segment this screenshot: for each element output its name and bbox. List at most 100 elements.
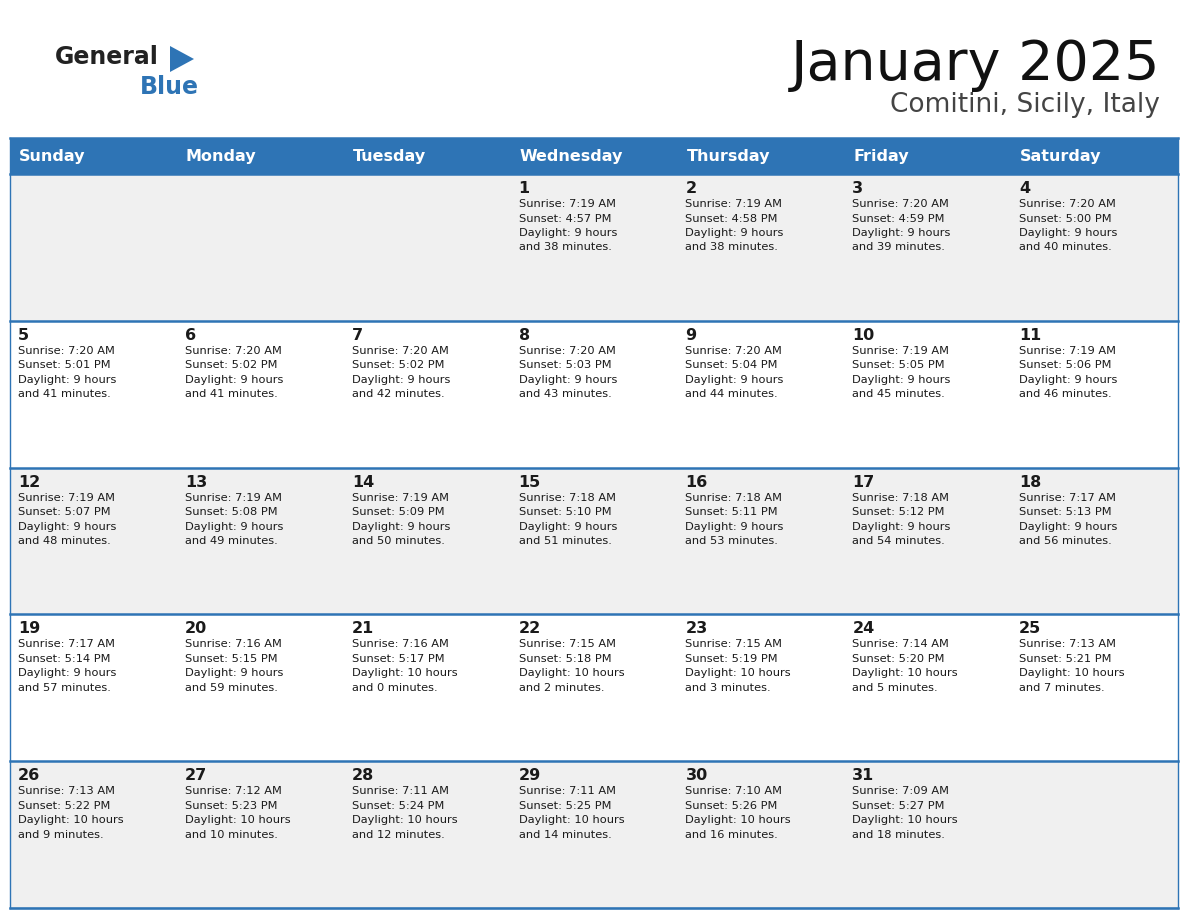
Text: 28: 28 <box>352 768 374 783</box>
Text: Friday: Friday <box>853 149 909 163</box>
Bar <box>677 761 845 908</box>
Text: and 40 minutes.: and 40 minutes. <box>1019 242 1112 252</box>
Text: Daylight: 10 hours: Daylight: 10 hours <box>185 815 291 825</box>
Text: Sunset: 5:13 PM: Sunset: 5:13 PM <box>1019 507 1112 517</box>
Text: Daylight: 10 hours: Daylight: 10 hours <box>685 815 791 825</box>
Text: Sunrise: 7:20 AM: Sunrise: 7:20 AM <box>852 199 949 209</box>
Text: and 56 minutes.: and 56 minutes. <box>1019 536 1112 546</box>
Text: and 48 minutes.: and 48 minutes. <box>18 536 110 546</box>
Text: Sunrise: 7:11 AM: Sunrise: 7:11 AM <box>352 786 449 796</box>
Text: 1: 1 <box>519 181 530 196</box>
Bar <box>1011 174 1178 320</box>
Text: Sunrise: 7:19 AM: Sunrise: 7:19 AM <box>18 493 115 502</box>
Bar <box>177 320 343 467</box>
Text: and 41 minutes.: and 41 minutes. <box>18 389 110 399</box>
Text: 20: 20 <box>185 621 207 636</box>
Text: and 41 minutes.: and 41 minutes. <box>185 389 278 399</box>
Text: Sunrise: 7:18 AM: Sunrise: 7:18 AM <box>852 493 949 502</box>
Text: Daylight: 9 hours: Daylight: 9 hours <box>685 228 784 238</box>
Bar <box>1011 614 1178 761</box>
Text: Sunrise: 7:13 AM: Sunrise: 7:13 AM <box>18 786 115 796</box>
Text: and 51 minutes.: and 51 minutes. <box>519 536 612 546</box>
Polygon shape <box>170 46 194 72</box>
Text: Sunrise: 7:19 AM: Sunrise: 7:19 AM <box>519 199 615 209</box>
Text: Sunrise: 7:20 AM: Sunrise: 7:20 AM <box>519 346 615 356</box>
Text: Sunrise: 7:19 AM: Sunrise: 7:19 AM <box>352 493 449 502</box>
Text: 7: 7 <box>352 328 362 342</box>
Text: Sunset: 5:21 PM: Sunset: 5:21 PM <box>1019 654 1112 664</box>
Text: Daylight: 10 hours: Daylight: 10 hours <box>852 815 958 825</box>
Text: Daylight: 9 hours: Daylight: 9 hours <box>185 521 283 532</box>
Text: 21: 21 <box>352 621 374 636</box>
Text: Sunrise: 7:19 AM: Sunrise: 7:19 AM <box>185 493 282 502</box>
Text: Daylight: 9 hours: Daylight: 9 hours <box>352 375 450 385</box>
Text: Sunset: 5:15 PM: Sunset: 5:15 PM <box>185 654 278 664</box>
Text: Sunrise: 7:19 AM: Sunrise: 7:19 AM <box>852 346 949 356</box>
Text: and 57 minutes.: and 57 minutes. <box>18 683 110 693</box>
Text: Sunrise: 7:19 AM: Sunrise: 7:19 AM <box>685 199 783 209</box>
Bar <box>343 320 511 467</box>
Text: 12: 12 <box>18 475 40 489</box>
Text: Daylight: 9 hours: Daylight: 9 hours <box>18 668 116 678</box>
Text: Sunset: 5:00 PM: Sunset: 5:00 PM <box>1019 214 1112 223</box>
Text: 4: 4 <box>1019 181 1030 196</box>
Text: Sunrise: 7:16 AM: Sunrise: 7:16 AM <box>185 640 282 649</box>
Text: Sunset: 5:25 PM: Sunset: 5:25 PM <box>519 800 611 811</box>
Text: and 42 minutes.: and 42 minutes. <box>352 389 444 399</box>
Text: 9: 9 <box>685 328 696 342</box>
Bar <box>177 761 343 908</box>
Text: and 50 minutes.: and 50 minutes. <box>352 536 444 546</box>
Text: and 3 minutes.: and 3 minutes. <box>685 683 771 693</box>
Text: and 44 minutes.: and 44 minutes. <box>685 389 778 399</box>
Text: Daylight: 10 hours: Daylight: 10 hours <box>352 668 457 678</box>
Bar <box>10 761 177 908</box>
Bar <box>343 614 511 761</box>
Text: Sunrise: 7:11 AM: Sunrise: 7:11 AM <box>519 786 615 796</box>
Bar <box>845 138 1011 174</box>
Bar <box>10 320 177 467</box>
Bar <box>511 320 677 467</box>
Text: Daylight: 9 hours: Daylight: 9 hours <box>18 521 116 532</box>
Text: 23: 23 <box>685 621 708 636</box>
Bar <box>10 614 177 761</box>
Text: Sunset: 5:19 PM: Sunset: 5:19 PM <box>685 654 778 664</box>
Text: Sunrise: 7:20 AM: Sunrise: 7:20 AM <box>1019 199 1116 209</box>
Text: 24: 24 <box>852 621 874 636</box>
Text: and 16 minutes.: and 16 minutes. <box>685 830 778 840</box>
Text: Sunset: 5:17 PM: Sunset: 5:17 PM <box>352 654 444 664</box>
Bar <box>845 614 1011 761</box>
Text: and 10 minutes.: and 10 minutes. <box>185 830 278 840</box>
Text: and 46 minutes.: and 46 minutes. <box>1019 389 1112 399</box>
Bar <box>10 174 177 320</box>
Text: Thursday: Thursday <box>687 149 770 163</box>
Text: and 45 minutes.: and 45 minutes. <box>852 389 944 399</box>
Text: 14: 14 <box>352 475 374 489</box>
Bar <box>343 761 511 908</box>
Text: and 7 minutes.: and 7 minutes. <box>1019 683 1105 693</box>
Text: Daylight: 9 hours: Daylight: 9 hours <box>685 375 784 385</box>
Text: Daylight: 9 hours: Daylight: 9 hours <box>185 668 283 678</box>
Text: Sunset: 5:14 PM: Sunset: 5:14 PM <box>18 654 110 664</box>
Text: and 49 minutes.: and 49 minutes. <box>185 536 278 546</box>
Text: Sunset: 5:02 PM: Sunset: 5:02 PM <box>352 360 444 370</box>
Text: Daylight: 10 hours: Daylight: 10 hours <box>18 815 124 825</box>
Text: Sunset: 5:02 PM: Sunset: 5:02 PM <box>185 360 277 370</box>
Bar <box>511 467 677 614</box>
Text: Sunrise: 7:15 AM: Sunrise: 7:15 AM <box>685 640 783 649</box>
Text: and 14 minutes.: and 14 minutes. <box>519 830 612 840</box>
Text: and 5 minutes.: and 5 minutes. <box>852 683 937 693</box>
Text: and 18 minutes.: and 18 minutes. <box>852 830 946 840</box>
Bar <box>677 467 845 614</box>
Text: Sunset: 5:20 PM: Sunset: 5:20 PM <box>852 654 944 664</box>
Text: Daylight: 9 hours: Daylight: 9 hours <box>185 375 283 385</box>
Text: Daylight: 9 hours: Daylight: 9 hours <box>852 375 950 385</box>
Text: Sunrise: 7:18 AM: Sunrise: 7:18 AM <box>519 493 615 502</box>
Text: 5: 5 <box>18 328 30 342</box>
Text: Daylight: 9 hours: Daylight: 9 hours <box>685 521 784 532</box>
Text: Monday: Monday <box>185 149 257 163</box>
Text: Sunset: 5:24 PM: Sunset: 5:24 PM <box>352 800 444 811</box>
Text: Sunset: 5:27 PM: Sunset: 5:27 PM <box>852 800 944 811</box>
Bar <box>677 138 845 174</box>
Bar <box>1011 138 1178 174</box>
Bar <box>511 174 677 320</box>
